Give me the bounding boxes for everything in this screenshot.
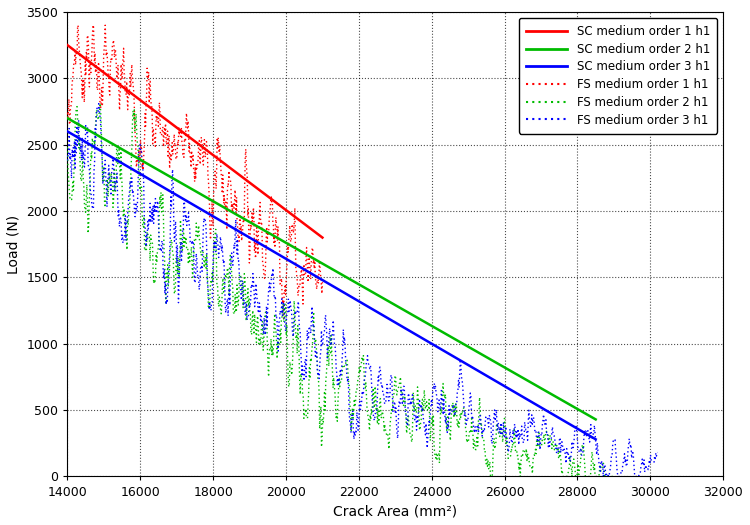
Y-axis label: Load (N): Load (N) bbox=[7, 215, 21, 274]
X-axis label: Crack Area (mm²): Crack Area (mm²) bbox=[333, 504, 458, 518]
Legend: SC medium order 1 h1, SC medium order 2 h1, SC medium order 3 h1, FS medium orde: SC medium order 1 h1, SC medium order 2 … bbox=[519, 18, 717, 134]
